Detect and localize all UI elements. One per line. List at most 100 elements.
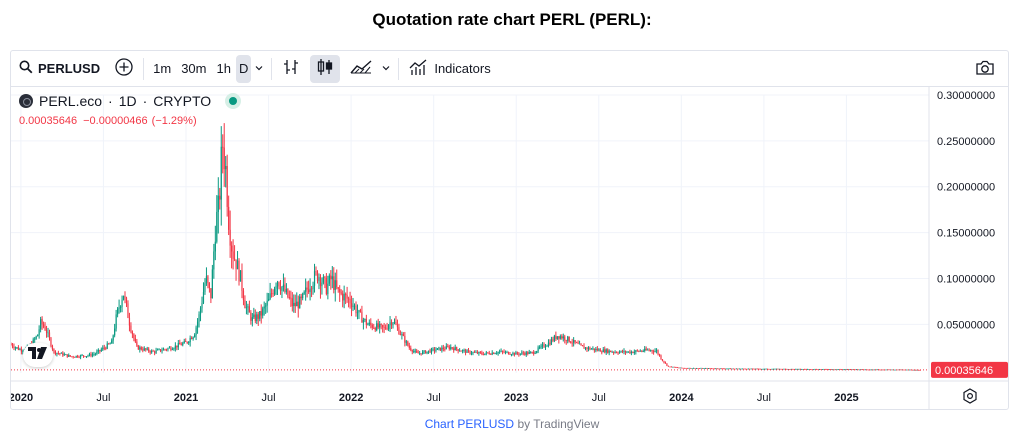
- market-status-icon[interactable]: [225, 93, 242, 109]
- candle-body: [436, 348, 439, 350]
- candle-body: [303, 291, 305, 294]
- candle-body: [85, 356, 88, 357]
- add-circle-icon: [114, 57, 134, 80]
- candle-body: [376, 323, 378, 331]
- candle-body: [225, 166, 227, 170]
- candle-body: [75, 355, 77, 358]
- interval-d[interactable]: D: [235, 54, 252, 83]
- candle-body: [312, 285, 314, 290]
- interval-1m[interactable]: 1m: [153, 61, 172, 76]
- candle-body: [265, 305, 267, 307]
- interval-1h[interactable]: 1h: [216, 61, 231, 76]
- candle-body: [223, 147, 225, 170]
- footer-chart-link[interactable]: Chart PERLUSD: [424, 417, 515, 431]
- candle-body: [823, 369, 825, 370]
- screenshot-button[interactable]: [970, 55, 1000, 83]
- candle-body: [214, 241, 216, 252]
- candle-body: [211, 269, 213, 299]
- area-style-button[interactable]: [344, 55, 378, 83]
- candle-body: [105, 347, 107, 349]
- candle-body: [722, 368, 724, 370]
- candle-body: [84, 356, 86, 357]
- candle-body: [68, 355, 70, 357]
- candle-body: [897, 369, 899, 371]
- candle-body: [691, 368, 693, 369]
- y-tick-label: 0.25000000: [937, 136, 995, 148]
- candle-body: [598, 349, 600, 351]
- legend-separator: ·: [108, 93, 113, 109]
- candle-body: [709, 368, 711, 369]
- candle-body: [841, 369, 843, 371]
- candle-body: [464, 350, 467, 353]
- candle-body: [192, 337, 194, 339]
- tradingview-logo[interactable]: [23, 343, 53, 367]
- footer-symbol: PERLUSD: [457, 417, 515, 431]
- candle-body: [470, 353, 473, 354]
- candle-body: [727, 368, 729, 370]
- candle-body: [815, 369, 818, 370]
- candle-body: [170, 347, 172, 350]
- candle-body: [848, 369, 850, 371]
- candle-body: [559, 336, 561, 339]
- candle-body: [194, 334, 196, 338]
- candles-style-button[interactable]: [310, 54, 341, 83]
- candle-body: [333, 276, 335, 290]
- candle-body: [602, 349, 604, 353]
- interval-dropdown[interactable]: [251, 55, 267, 83]
- candle-body: [479, 352, 481, 353]
- candle-body: [798, 368, 800, 370]
- candle-body: [804, 369, 806, 370]
- candle-body: [700, 368, 702, 369]
- chart-settings-button[interactable]: [962, 388, 978, 409]
- candle-body: [407, 341, 409, 346]
- candle-body: [900, 369, 902, 371]
- candle-body: [778, 368, 781, 370]
- candle-body: [861, 369, 863, 371]
- x-tick-label: Jul: [757, 392, 771, 404]
- interval-30m[interactable]: 30m: [181, 61, 207, 76]
- candle-body: [784, 368, 786, 370]
- candle-body: [682, 367, 684, 369]
- candle-body: [432, 348, 434, 350]
- candle-body: [613, 351, 615, 353]
- candle-body: [420, 353, 422, 355]
- candle-body: [207, 276, 209, 283]
- candle-body: [605, 349, 607, 353]
- candle-body: [494, 353, 496, 355]
- candle-body: [676, 367, 678, 369]
- candle-body: [710, 368, 712, 370]
- candle-body: [626, 351, 628, 353]
- candle-body: [729, 368, 732, 370]
- candle-body: [687, 368, 689, 369]
- candle-body: [177, 343, 179, 348]
- candle-body: [429, 350, 431, 353]
- symbol-search-button[interactable]: PERLUSD: [11, 55, 105, 83]
- candle-body: [356, 312, 359, 314]
- indicators-button[interactable]: Indicators: [403, 55, 495, 83]
- candle-body: [799, 368, 801, 370]
- candle-body: [321, 282, 323, 287]
- chart-style-dropdown[interactable]: [378, 55, 394, 83]
- candle-body: [706, 368, 708, 369]
- candle-body: [786, 368, 788, 370]
- candle-body: [442, 347, 444, 350]
- candle-body: [216, 211, 218, 242]
- area-chart-icon: [349, 57, 373, 80]
- bar-style-button[interactable]: [276, 55, 306, 83]
- candle-body: [191, 337, 193, 339]
- candle-body: [531, 351, 533, 353]
- candle-body: [544, 346, 547, 348]
- candle-body: [839, 369, 841, 371]
- price-chart[interactable]: 0.30000000 0.25000000 0.20000000 0.15000000…: [11, 51, 1009, 410]
- candle-body: [59, 353, 61, 355]
- candle-body: [294, 302, 296, 307]
- candle-body: [578, 343, 581, 345]
- candle-body: [210, 288, 212, 299]
- candle-body: [503, 351, 505, 353]
- candle-body: [222, 146, 224, 148]
- candle-body: [744, 368, 746, 370]
- candle-body: [45, 330, 48, 333]
- candle-body: [11, 344, 14, 347]
- compare-button[interactable]: [109, 55, 139, 83]
- candle-body: [340, 292, 342, 294]
